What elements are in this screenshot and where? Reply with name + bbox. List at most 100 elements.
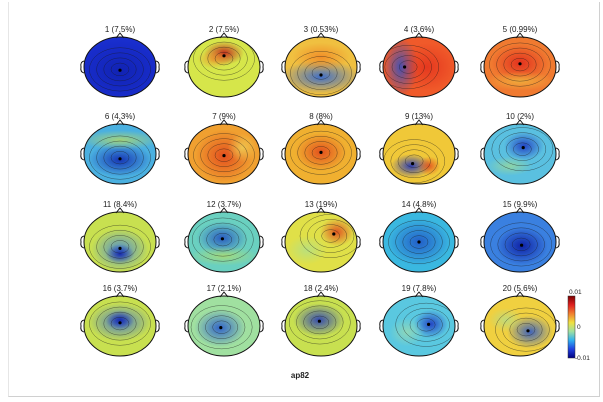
topomap-title: 11 (8.4%) [103,200,137,209]
topomap-contour [110,317,130,331]
topomap-16: 16 (3.7%) [80,284,160,357]
head-outline [187,211,261,273]
topomap-contour [510,57,530,72]
topomap-contour [416,318,436,332]
left-ear-marker [480,147,485,161]
topomap-13: 13 (19%) [281,200,361,273]
topomap-contour [103,145,137,170]
colorbar-tick-min: -0.01 [575,355,590,362]
topomap-contour [304,141,338,165]
dipole-marker [319,150,323,154]
left-ear-marker [281,235,286,249]
topomap-contour [491,127,554,172]
topography-figure: 1 (7.5%) 2 (7.5%) 3 (0.53%) 4 (3.6%) 5 (0.99… [80,25,590,380]
topomap-contour [193,37,255,81]
head-outline [483,295,557,357]
right-ear-marker [555,147,560,161]
nose-marker [515,207,525,214]
topomap-contour [190,305,253,350]
nose-marker [219,207,229,214]
left-ear-marker [379,319,384,333]
topomap-contour [513,142,532,156]
topomap-contour [200,41,248,76]
topomap-contour [504,232,538,257]
head-outline [382,123,456,185]
colorbar-tick-zero: 0 [577,324,581,331]
nose-marker [414,207,424,214]
nose-marker [115,32,125,39]
topomap-contour [495,307,556,352]
dipole-marker [411,162,415,166]
topomap-contour [503,52,537,77]
right-ear-marker [454,60,459,74]
topomap-contour [213,233,233,247]
right-ear-marker [454,147,459,161]
topomap-15: 15 (9.9%) [480,200,560,273]
topomap-activation [285,60,357,94]
right-ear-marker [555,60,560,74]
left-ear-marker [80,60,85,74]
topomap-contour [191,217,254,262]
topomap-contour [303,310,337,335]
topomap-contour [409,313,443,337]
topomap-title: 5 (0.99%) [503,25,538,34]
nose-marker [316,291,326,298]
nose-marker [515,119,525,126]
topomap-contour [96,140,144,175]
topomap-activation [486,156,534,176]
head-outline [284,211,358,273]
topomap-activation [503,131,545,161]
head-outline [382,211,456,273]
left-ear-marker [480,235,485,249]
topomap-5: 5 (0.99%) [480,25,560,98]
topomap-contour [197,310,246,345]
topomap-contour [490,222,553,267]
nose-marker [414,32,424,39]
dipole-marker [332,232,336,236]
topomap-1: 1 (7.5%) [80,25,160,98]
topomap-title: 3 (0.53%) [304,25,339,34]
dipole-marker [427,322,431,326]
colorbar-tick-max: 0.01 [569,289,582,296]
dipole-marker [520,243,524,247]
dipole-marker [118,246,122,250]
nose-marker [515,291,525,298]
nose-marker [316,32,326,39]
right-ear-marker [454,235,459,249]
topomap-title: 18 (2.4%) [304,284,339,293]
topomap-activation [292,42,350,72]
head-outline [83,295,157,357]
topomap-contour [391,55,425,79]
topomap-title: 4 (3.6%) [404,25,435,34]
right-ear-marker [259,235,264,249]
figure-footer-label: ap82 [291,371,310,380]
topomap-contour [502,312,550,347]
topomap-contour [395,302,455,347]
topomap-title: 13 (19%) [305,200,338,209]
dipole-marker [319,73,323,77]
head-outline [83,123,157,185]
topomap-contour [384,50,432,84]
dipole-marker [118,157,122,161]
topomap-18: 18 (2.4%) [281,284,361,357]
head-outline [382,36,456,98]
right-ear-marker [155,147,160,161]
left-ear-marker [281,60,286,74]
head-outline [187,123,261,185]
topomap-contour [314,224,348,248]
dipole-marker [317,319,321,323]
left-ear-marker [281,319,286,333]
topomap-contour [489,42,551,87]
topomap-contour [103,57,137,82]
topomap-title: 2 (7.5%) [209,25,240,34]
topomap-contour [212,320,231,334]
topomap-contour [310,315,330,329]
topomap-contour [206,227,240,252]
right-ear-marker [259,60,264,74]
dipole-marker [403,65,407,69]
nose-marker [219,291,229,298]
figure-panel: 1 (7.5%) 2 (7.5%) 3 (0.53%) 4 (3.6%) 5 (0.99… [8,2,600,397]
topomap-activation [105,310,135,330]
dipole-marker [222,54,226,58]
